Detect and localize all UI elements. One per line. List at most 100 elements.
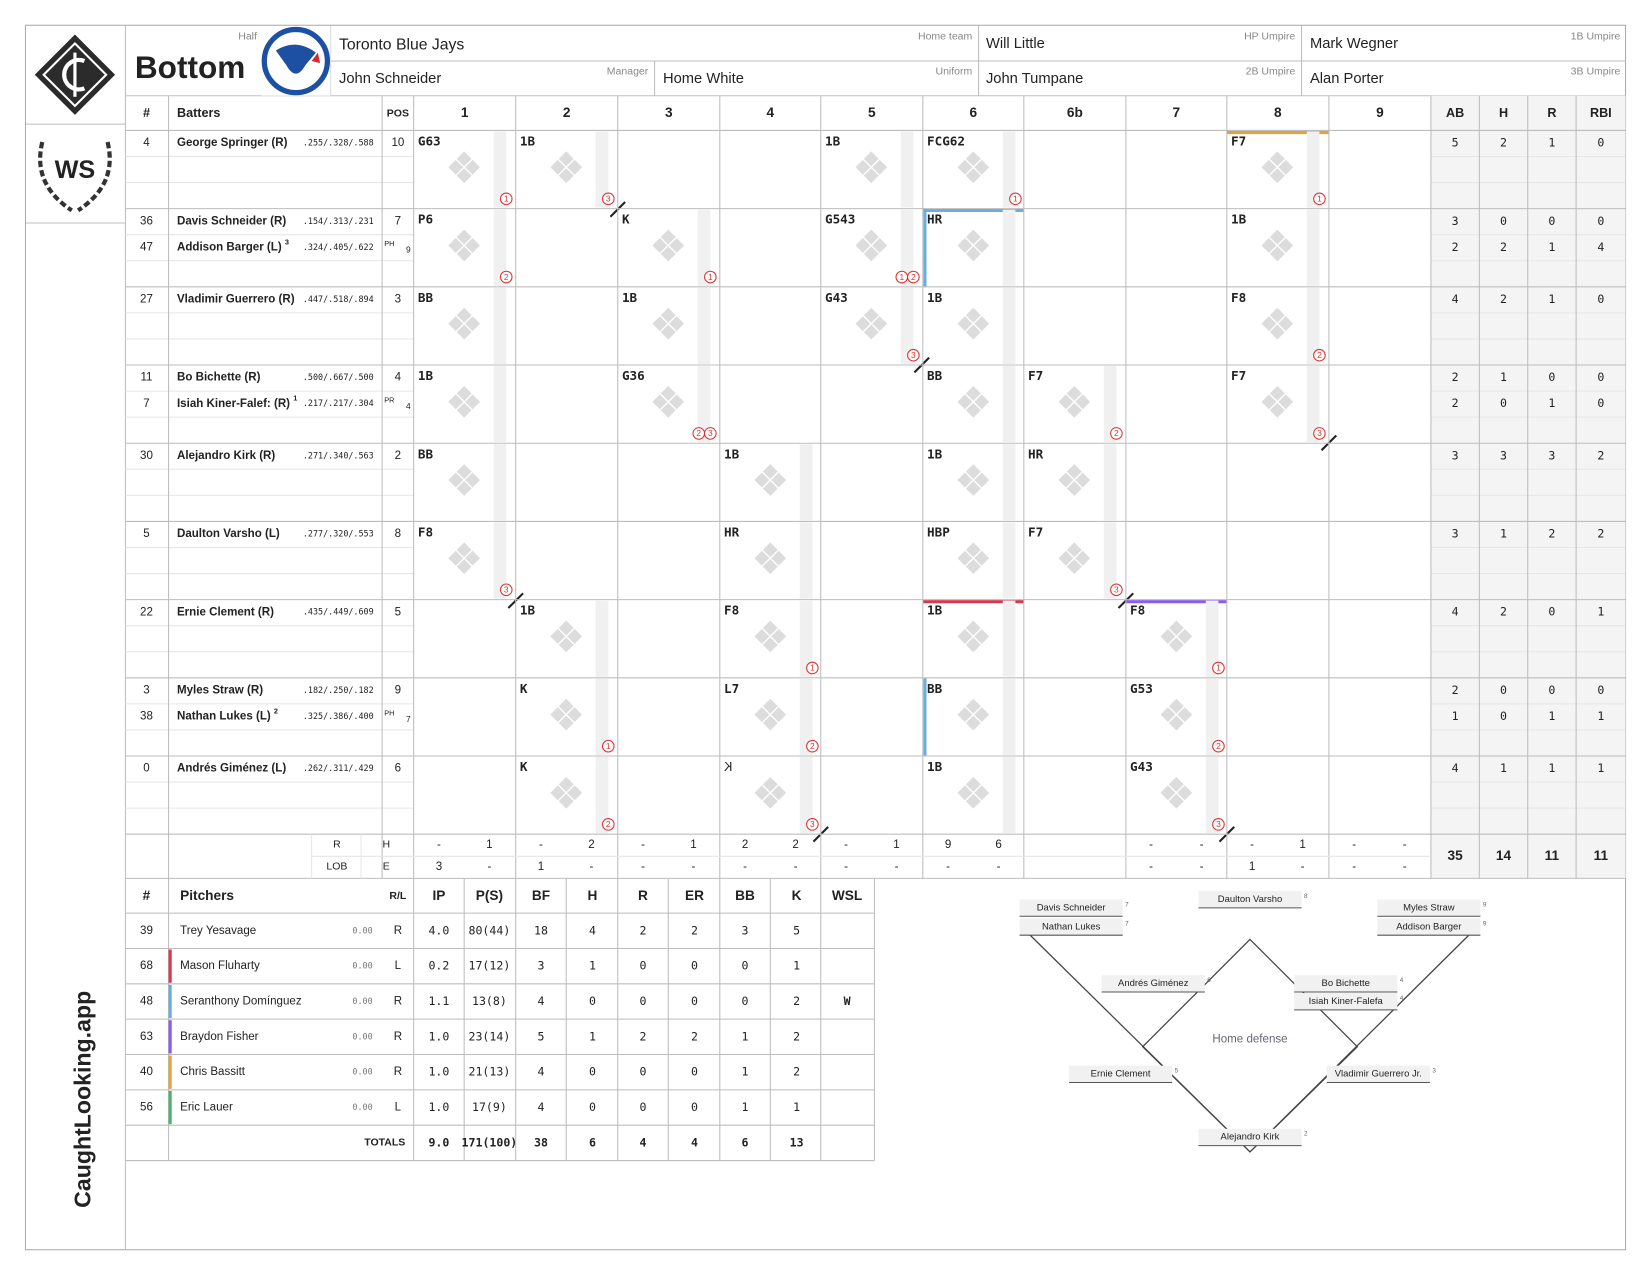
play-result: F7 xyxy=(1231,134,1246,149)
pitching-total: 6 xyxy=(742,1135,749,1149)
out-circle xyxy=(806,739,819,753)
batter-number: 36 xyxy=(140,215,153,227)
batter-avg: .500/.667/.500 xyxy=(303,372,374,382)
pitching-cell: 2 xyxy=(691,1029,698,1043)
play-result: HBP xyxy=(927,524,950,539)
play-result: G36 xyxy=(622,368,645,383)
summary-label: E xyxy=(383,861,390,873)
pitcher-color xyxy=(168,949,172,983)
summary-value: - xyxy=(1149,861,1153,873)
defender-name: Ernie Clement xyxy=(1091,1069,1151,1080)
batter-stat: 1 xyxy=(1597,709,1604,723)
batter-stat: 3 xyxy=(1452,448,1459,462)
pitch-strip xyxy=(1205,757,1219,834)
pitching-cell: 17(9) xyxy=(472,1100,507,1114)
batter-stat: 0 xyxy=(1548,683,1555,697)
pitching-cell: 5 xyxy=(793,923,800,937)
summary-value: - xyxy=(794,861,798,873)
base xyxy=(965,715,981,731)
batter-pos: 7 xyxy=(395,215,401,227)
base xyxy=(1066,542,1082,558)
stat-header: AB xyxy=(1446,106,1464,120)
pitching-cell: 0 xyxy=(640,1065,647,1079)
play-result: F7 xyxy=(1028,368,1043,383)
base xyxy=(1269,168,1285,184)
pitching-cell: 1 xyxy=(742,1065,749,1079)
base xyxy=(974,238,990,253)
base xyxy=(1269,229,1285,245)
batter-stat: 3 xyxy=(1452,527,1459,541)
defender-pos: 4 xyxy=(1400,977,1404,984)
out-number: 3 xyxy=(1317,428,1322,438)
summary-value: - xyxy=(1200,839,1204,851)
sub-note: 1 xyxy=(293,394,297,403)
base xyxy=(965,698,981,714)
out-circle xyxy=(1212,739,1225,753)
defender-name: Nathan Lukes xyxy=(1042,921,1101,932)
pitching-cell: 4 xyxy=(537,994,544,1008)
out-circle xyxy=(1009,192,1022,206)
summary-value: - xyxy=(1352,839,1356,851)
base xyxy=(660,246,676,262)
batter-stat: 4 xyxy=(1452,605,1459,619)
pitching-header: # xyxy=(143,888,151,903)
defender-name: Myles Straw xyxy=(1403,902,1455,913)
pitching-cell: 1 xyxy=(742,1029,749,1043)
pitching-cell: Eric Lauer xyxy=(180,1102,233,1114)
half: Bottom xyxy=(135,49,245,85)
pitching-cell: 17(12) xyxy=(469,959,511,973)
base xyxy=(1261,238,1277,253)
base xyxy=(1269,151,1285,167)
out-circle xyxy=(907,270,920,284)
umpire-name: Alan Porter xyxy=(1310,71,1384,87)
pitching-cell: 4 xyxy=(589,923,596,937)
base-diamonds xyxy=(448,151,481,184)
batter-stat: 0 xyxy=(1500,214,1507,228)
pitching-cell: 4.0 xyxy=(428,923,449,937)
umpire-name: Mark Wegner xyxy=(1310,36,1398,52)
batter-pos: 8 xyxy=(395,528,401,540)
play-result: G63 xyxy=(418,134,441,149)
defender-box xyxy=(1069,1065,1173,1083)
pitching-header: K xyxy=(792,888,802,903)
umpire-role: 1B Umpire xyxy=(1571,31,1621,43)
batter-avg: .271/.340/.563 xyxy=(303,450,374,460)
pitch-strip xyxy=(493,209,507,286)
play-result: 1B xyxy=(520,603,536,618)
pitch-strip xyxy=(1002,209,1016,286)
play-result: BB xyxy=(927,368,943,383)
play-result: 1B xyxy=(724,446,740,461)
play-result: G43 xyxy=(1130,759,1153,774)
batter-stat: 2 xyxy=(1597,448,1604,462)
pitching-cell: 80(44) xyxy=(469,923,511,937)
out-circle xyxy=(499,192,513,206)
batter-stat: 1 xyxy=(1548,761,1555,775)
pitch-strip xyxy=(799,757,813,834)
defender-pos: 7 xyxy=(1125,920,1129,927)
team: Toronto Blue Jays xyxy=(339,36,464,53)
summary-value: - xyxy=(1149,839,1153,851)
batter-name: Andrés Giménez (L) xyxy=(177,763,286,775)
base xyxy=(652,238,668,253)
pitch-strip xyxy=(493,287,507,364)
out-circle xyxy=(1313,427,1326,440)
pitching-cell: R xyxy=(394,925,402,937)
base xyxy=(965,620,981,636)
total: 11 xyxy=(1545,848,1560,863)
pitcher-era: 0.00 xyxy=(352,996,372,1006)
batter-number: 11 xyxy=(140,372,152,384)
base xyxy=(456,229,472,245)
batter-name: Isiah Kiner-Falef: (R) 1 xyxy=(177,394,297,410)
pitching-total: 4 xyxy=(640,1135,647,1149)
out-number: 1 xyxy=(1216,663,1221,673)
summary-value: - xyxy=(895,861,899,873)
pitching-cell: 0 xyxy=(742,994,749,1008)
base-diamonds xyxy=(957,698,990,731)
out-circle xyxy=(704,427,717,440)
pitching-cell: L xyxy=(395,1102,402,1114)
batter-stat: 3 xyxy=(1548,448,1555,462)
play-result: 1B xyxy=(1231,212,1247,227)
summary-value: 1 xyxy=(893,839,899,851)
pitch-strip xyxy=(595,600,609,677)
defender-name: Bo Bichette xyxy=(1322,978,1370,989)
